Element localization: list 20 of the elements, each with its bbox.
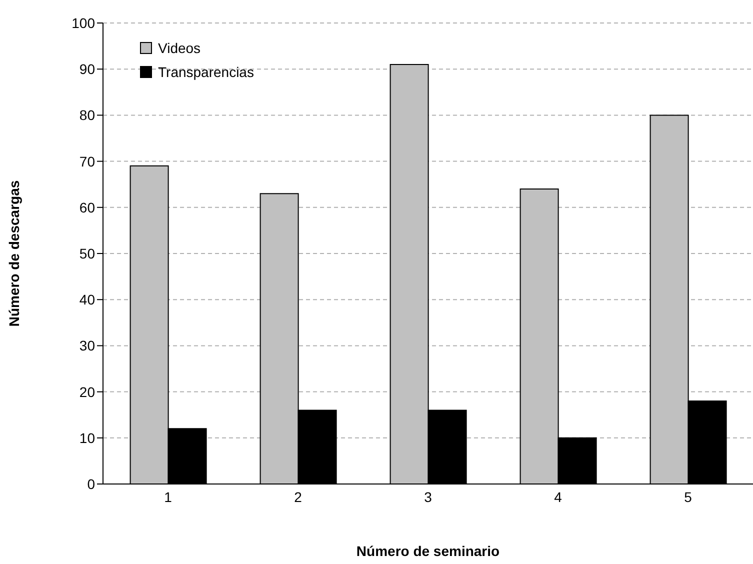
y-tick-label: 40 — [79, 292, 96, 308]
y-tick-label: 30 — [79, 338, 96, 354]
y-tick-label: 100 — [72, 14, 96, 31]
x-tick-label: 4 — [554, 488, 562, 505]
y-tick-label: 60 — [79, 199, 96, 216]
y-tick-label: 70 — [79, 153, 96, 170]
x-tick-label: 3 — [424, 488, 432, 505]
y-axis-title: Número de descargas — [6, 180, 22, 327]
legend-label: Videos — [158, 39, 201, 58]
y-tick-label: 20 — [79, 384, 96, 400]
x-tick-label: 2 — [294, 488, 302, 505]
x-tick-label: 1 — [164, 488, 172, 505]
legend-label: Transparencias — [158, 63, 254, 82]
y-tick-label: 50 — [79, 245, 96, 262]
y-tick-label: 10 — [79, 430, 96, 446]
y-tick-label: 80 — [79, 107, 96, 124]
y-tick-label: 90 — [79, 61, 96, 78]
x-axis-title: Número de seminario — [356, 543, 500, 559]
x-tick-label: 5 — [684, 488, 692, 505]
y-tick-label: 0 — [87, 476, 96, 492]
